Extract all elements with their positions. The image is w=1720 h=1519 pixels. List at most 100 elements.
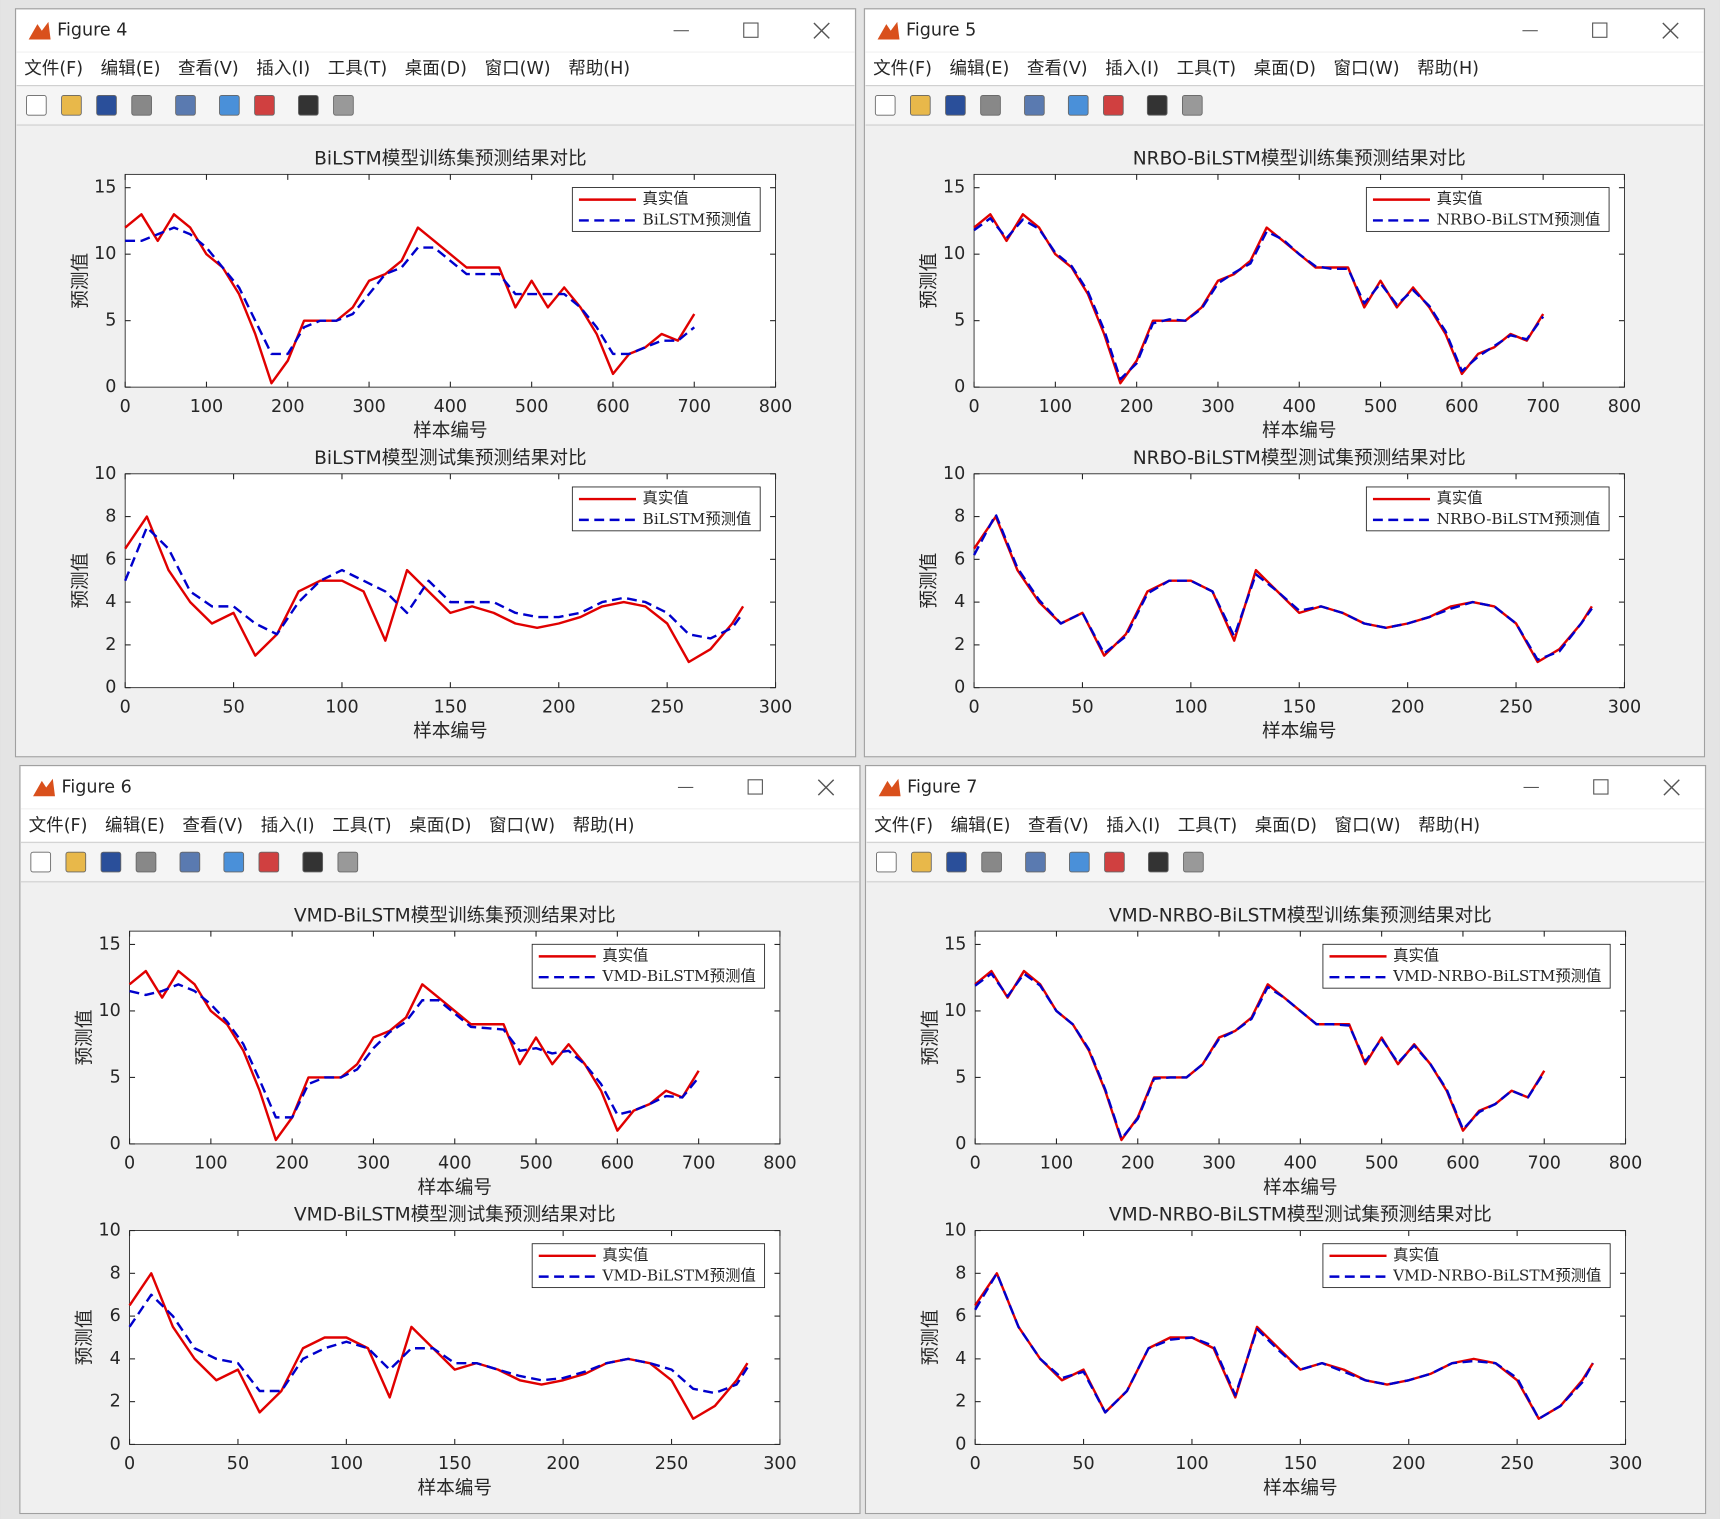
toolbar-button[interactable] bbox=[175, 94, 196, 116]
maximize-button[interactable] bbox=[747, 779, 763, 795]
legend-box bbox=[531, 943, 766, 989]
toolbar-button[interactable] bbox=[302, 851, 324, 873]
toolbar-button[interactable] bbox=[135, 851, 157, 873]
toolbar-button[interactable] bbox=[874, 94, 896, 116]
menu-item[interactable]: 帮助(H) bbox=[1417, 59, 1479, 79]
toolbar-button[interactable] bbox=[1148, 851, 1169, 873]
toolbar-button[interactable] bbox=[910, 94, 931, 116]
menu-item[interactable]: 帮助(H) bbox=[1418, 816, 1480, 836]
maximize-button[interactable] bbox=[1593, 779, 1609, 795]
close-button[interactable] bbox=[813, 22, 830, 39]
toolbar-button[interactable] bbox=[1182, 94, 1203, 116]
y-axis-label: 预测值 bbox=[70, 553, 91, 609]
toolbar-button[interactable] bbox=[1183, 851, 1204, 873]
menu-item[interactable]: 帮助(H) bbox=[568, 59, 630, 79]
toolbar-button[interactable] bbox=[100, 851, 122, 873]
legend-box bbox=[1365, 486, 1610, 532]
maximize-button[interactable] bbox=[1592, 22, 1608, 38]
menu-item[interactable]: 编辑(E) bbox=[105, 816, 165, 836]
menu-item[interactable]: 窗口(W) bbox=[1333, 59, 1399, 79]
toolbar-button[interactable] bbox=[1025, 851, 1046, 873]
menu-item[interactable]: 桌面(D) bbox=[1255, 816, 1317, 836]
close-button[interactable] bbox=[1662, 22, 1679, 39]
chart-title: NRBO-BiLSTM模型测试集预测结果对比 bbox=[1133, 448, 1466, 469]
toolbar-button[interactable] bbox=[26, 94, 47, 116]
y-tick-label: 0 bbox=[954, 377, 965, 397]
toolbar-button[interactable] bbox=[911, 851, 932, 873]
menu-item[interactable]: 编辑(E) bbox=[950, 59, 1010, 79]
toolbar-button[interactable] bbox=[61, 94, 82, 116]
series-line bbox=[124, 526, 745, 640]
y-tick-label: 10 bbox=[943, 244, 965, 264]
toolbar-button[interactable] bbox=[254, 94, 275, 116]
maximize-button[interactable] bbox=[743, 22, 759, 38]
toolbar-button[interactable] bbox=[1146, 94, 1168, 116]
y-tick-label: 5 bbox=[954, 311, 965, 331]
toolbar-button[interactable] bbox=[30, 851, 52, 873]
toolbar-button[interactable] bbox=[946, 851, 967, 873]
toolbar-button[interactable] bbox=[333, 94, 354, 116]
toolbar-button[interactable] bbox=[65, 851, 87, 873]
matlab-icon bbox=[33, 778, 55, 797]
x-tick-label: 250 bbox=[650, 697, 683, 717]
x-tick-label: 700 bbox=[1528, 1154, 1561, 1174]
toolbar-button[interactable] bbox=[131, 94, 152, 116]
menu-item[interactable]: 窗口(W) bbox=[1335, 816, 1401, 836]
menu-item[interactable]: 查看(V) bbox=[1027, 59, 1088, 79]
menu-item[interactable]: 帮助(H) bbox=[573, 816, 635, 836]
menu-item[interactable]: 桌面(D) bbox=[1254, 59, 1316, 79]
toolbar-button[interactable] bbox=[298, 94, 319, 116]
menu-item[interactable]: 工具(T) bbox=[328, 59, 387, 79]
toolbar-button[interactable] bbox=[96, 94, 117, 116]
window-title: Figure 7 bbox=[907, 777, 977, 797]
toolbar-button[interactable] bbox=[1104, 851, 1125, 873]
menu-item[interactable]: 插入(I) bbox=[1106, 816, 1160, 836]
x-tick-label: 600 bbox=[601, 1154, 634, 1174]
menu-item[interactable]: 文件(F) bbox=[24, 59, 83, 79]
menu-item[interactable]: 文件(F) bbox=[874, 816, 933, 836]
menu-item[interactable]: 编辑(E) bbox=[101, 59, 161, 79]
close-button[interactable] bbox=[817, 779, 835, 796]
toolbar-button[interactable] bbox=[876, 851, 897, 873]
toolbar-button[interactable] bbox=[1069, 851, 1090, 873]
menu-item[interactable]: 桌面(D) bbox=[405, 59, 467, 79]
menu-item[interactable]: 编辑(E) bbox=[951, 816, 1011, 836]
y-axis-label: 预测值 bbox=[920, 1310, 941, 1366]
x-tick-label: 500 bbox=[515, 397, 548, 417]
x-tick-label: 50 bbox=[227, 1454, 249, 1474]
menu-item[interactable]: 插入(I) bbox=[1105, 59, 1159, 79]
y-tick-label: 8 bbox=[955, 1263, 966, 1283]
menu-item[interactable]: 文件(F) bbox=[873, 59, 932, 79]
toolbar-button[interactable] bbox=[179, 851, 201, 873]
toolbar-button[interactable] bbox=[1103, 94, 1124, 116]
y-tick-label: 10 bbox=[94, 244, 116, 264]
toolbar-button[interactable] bbox=[258, 851, 280, 873]
menu-item[interactable]: 插入(I) bbox=[256, 59, 310, 79]
x-axis-label: 样本编号 bbox=[1262, 721, 1337, 742]
menu-item[interactable]: 查看(V) bbox=[178, 59, 239, 79]
menu-item[interactable]: 桌面(D) bbox=[409, 816, 471, 836]
menu-item[interactable]: 插入(I) bbox=[261, 816, 315, 836]
menu-item[interactable]: 窗口(W) bbox=[485, 59, 551, 79]
y-tick-label: 2 bbox=[110, 1392, 121, 1412]
menu-item[interactable]: 工具(T) bbox=[1178, 816, 1237, 836]
toolbar-button[interactable] bbox=[1067, 94, 1089, 116]
y-tick-label: 0 bbox=[955, 1434, 966, 1454]
menu-item[interactable]: 工具(T) bbox=[1177, 59, 1236, 79]
y-axis-label: 预测值 bbox=[75, 1310, 96, 1366]
menu-item[interactable]: 窗口(W) bbox=[489, 816, 555, 836]
menu-bar bbox=[866, 809, 1705, 843]
toolbar-button[interactable] bbox=[1024, 94, 1045, 116]
menu-item[interactable]: 工具(T) bbox=[332, 816, 391, 836]
toolbar-button[interactable] bbox=[980, 94, 1001, 116]
toolbar bbox=[866, 843, 1705, 881]
toolbar-button[interactable] bbox=[945, 94, 966, 116]
toolbar-button[interactable] bbox=[223, 851, 245, 873]
toolbar-button[interactable] bbox=[337, 851, 359, 873]
menu-item[interactable]: 查看(V) bbox=[182, 816, 243, 836]
toolbar-button[interactable] bbox=[219, 94, 240, 116]
menu-item[interactable]: 查看(V) bbox=[1028, 816, 1089, 836]
toolbar-button[interactable] bbox=[981, 851, 1002, 873]
close-button[interactable] bbox=[1663, 779, 1680, 796]
menu-item[interactable]: 文件(F) bbox=[29, 816, 88, 836]
